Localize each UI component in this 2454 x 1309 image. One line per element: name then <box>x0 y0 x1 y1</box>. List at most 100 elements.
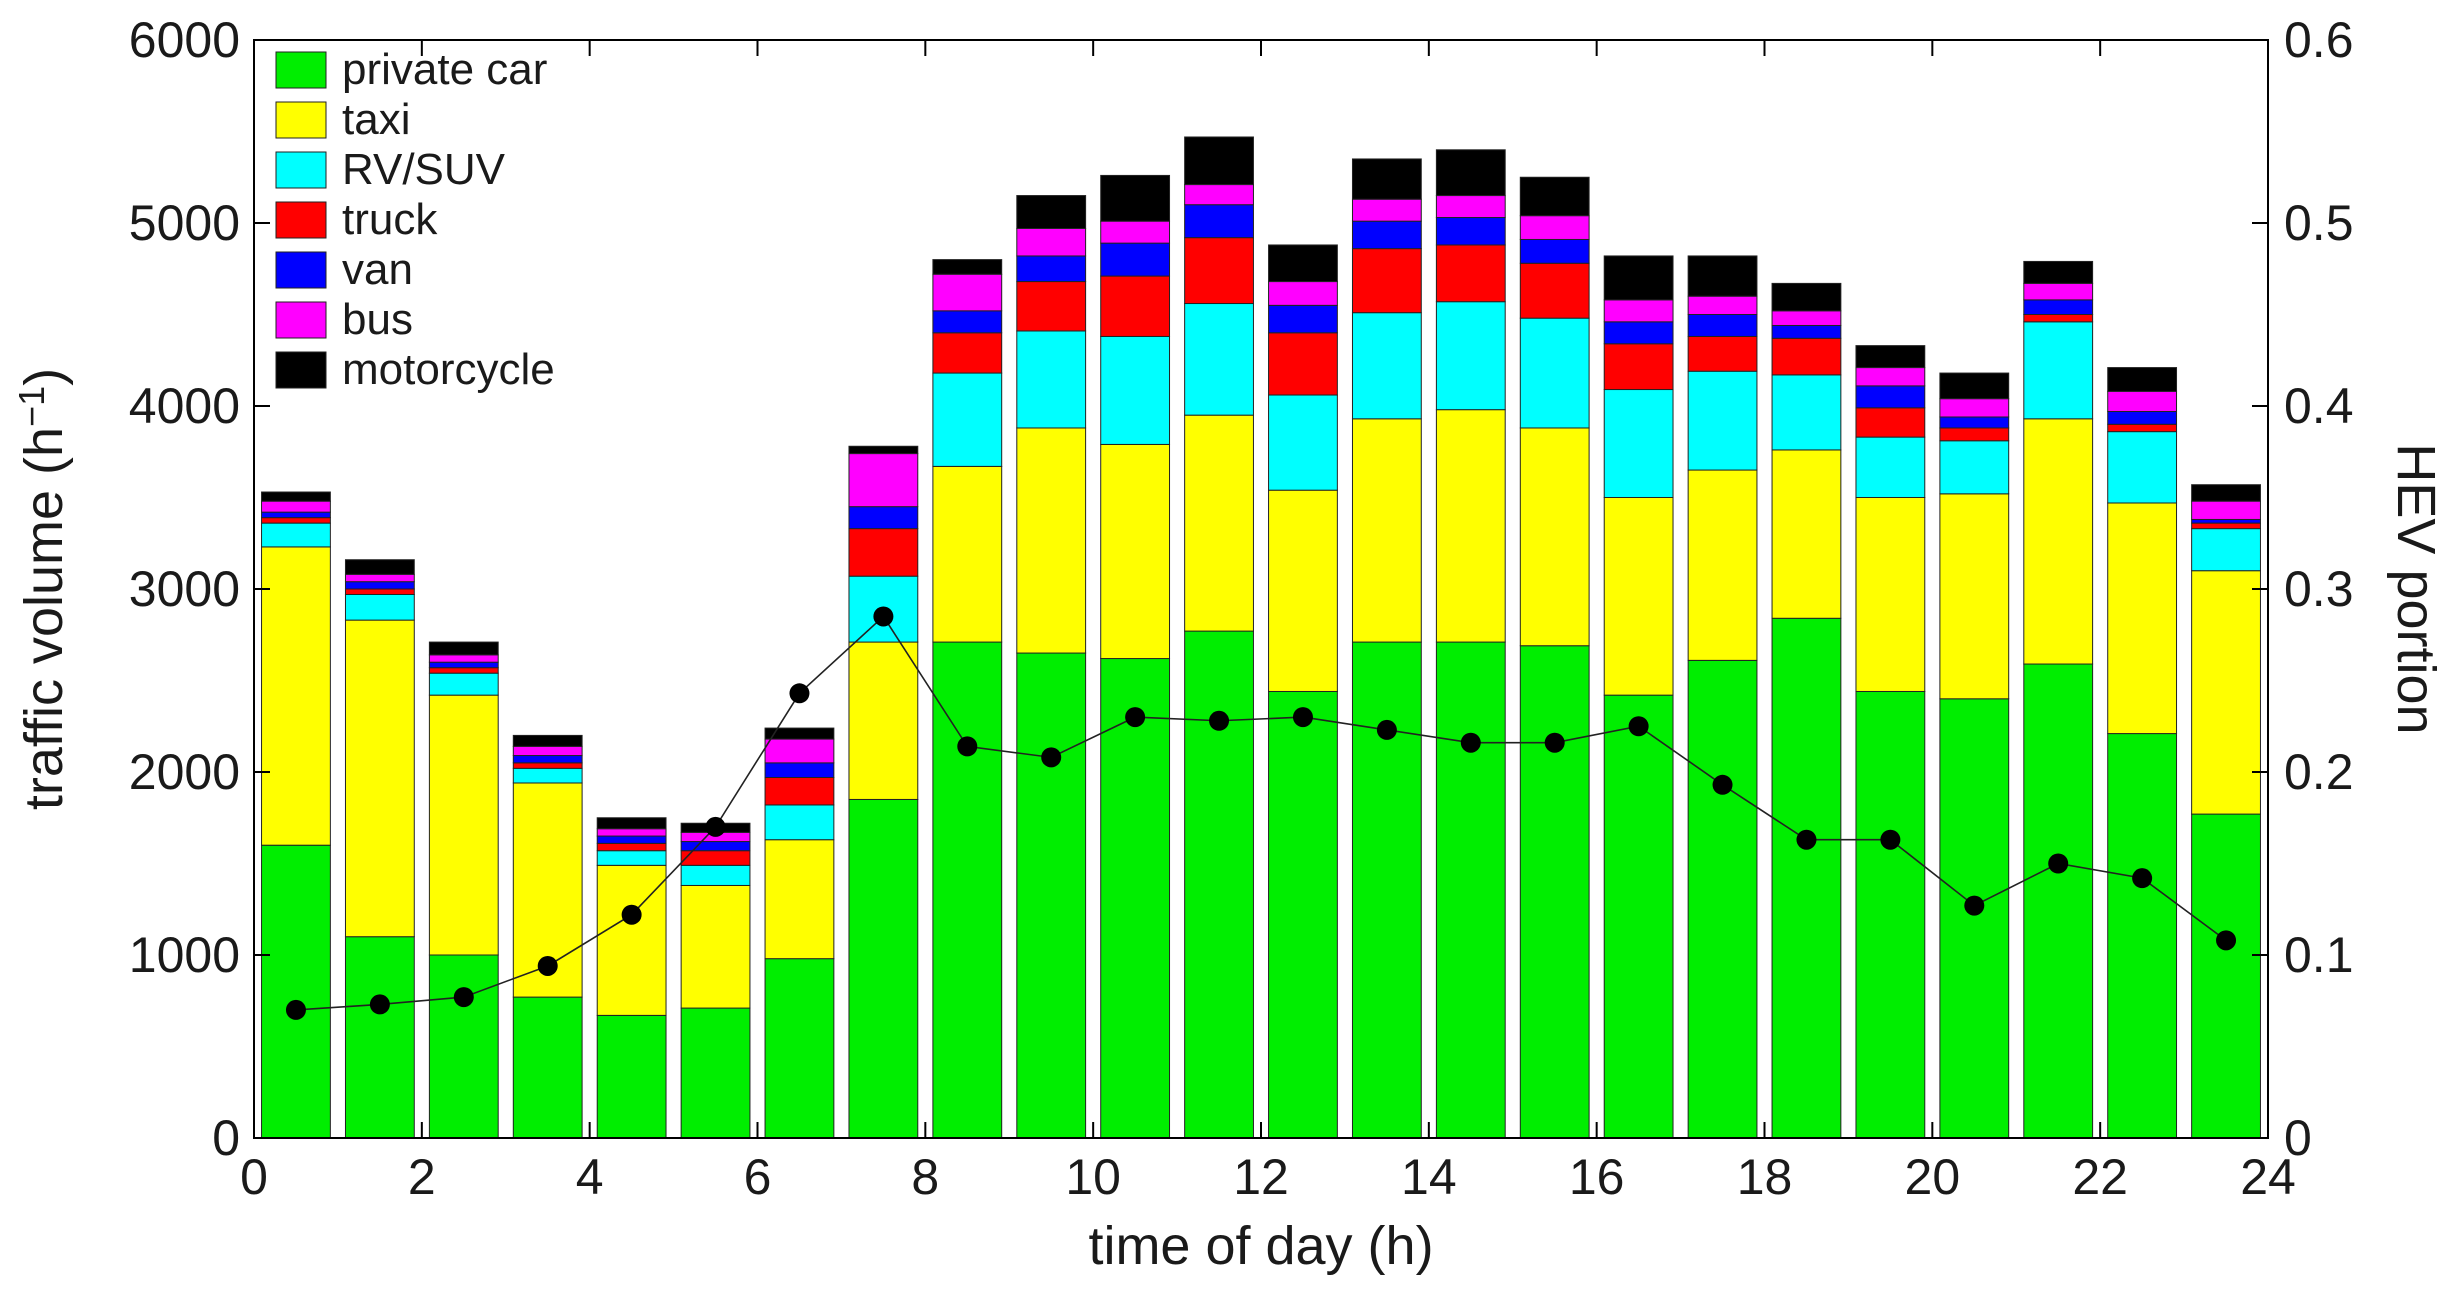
y-tick-label: 2000 <box>129 744 240 800</box>
y-axis-title: traffic volume (h−1) <box>11 368 74 810</box>
bar-segment-taxi <box>2107 502 2178 735</box>
bar-segment-bus <box>764 738 835 764</box>
bar-segment-motorcycle <box>1519 176 1590 217</box>
bar-segment-truck <box>1519 262 1590 319</box>
hev-point <box>957 736 978 757</box>
bar-segment-private-car <box>1184 630 1254 1139</box>
bar-segment-motorcycle <box>932 259 1003 275</box>
bar-segment-taxi <box>1603 497 1674 696</box>
bar-segment-taxi <box>1351 418 1422 643</box>
legend-swatch <box>275 51 327 89</box>
bar-segment-taxi <box>1268 489 1338 692</box>
legend-label: truck <box>342 195 438 244</box>
bar-segment-bus <box>1687 295 1758 316</box>
bar-segment-truck <box>1687 335 1758 372</box>
bar-segment-rv-suv <box>261 522 331 548</box>
bar-segment-motorcycle <box>1351 158 1422 200</box>
bar-segment-private-car <box>1855 690 1926 1139</box>
bar-segment-rv-suv <box>1016 330 1087 429</box>
bar-segment-motorcycle <box>1603 255 1674 301</box>
y2-axis-title: HEV portion <box>2386 443 2446 734</box>
bar-segment-taxi <box>1100 443 1171 660</box>
y2-tick-label: 0.6 <box>2284 12 2354 68</box>
bar-segment-rv-suv <box>764 804 835 841</box>
bar-segment-van <box>1435 217 1506 246</box>
bar-segment-bus <box>1351 198 1422 222</box>
bar-segment-van <box>764 762 835 778</box>
bar-segment-motorcycle <box>1771 282 1842 312</box>
legend-label: bus <box>342 295 413 344</box>
bar-segment-motorcycle <box>1100 174 1171 222</box>
hev-point <box>1712 774 1733 795</box>
bar-segment-rv-suv <box>1184 303 1254 416</box>
bar-segment-private-car <box>1351 641 1422 1139</box>
hev-point <box>1880 829 1901 850</box>
legend-label: private car <box>342 45 547 94</box>
bar-segment-bus <box>1100 220 1171 244</box>
bar-segment-bus <box>2107 390 2178 412</box>
y-tick-label: 4000 <box>129 378 240 434</box>
hev-point <box>1964 895 1985 916</box>
bar-segment-private-car <box>1435 641 1506 1139</box>
x-tick-label: 14 <box>1401 1149 1457 1205</box>
y-tick-label: 6000 <box>129 12 240 68</box>
hev-point <box>873 606 894 627</box>
bar-segment-private-car <box>1016 652 1087 1139</box>
bar-segment-private-car <box>1687 659 1758 1139</box>
x-tick-label: 16 <box>1569 1149 1625 1205</box>
bar-segment-truck <box>1184 237 1254 305</box>
x-tick-label: 2 <box>408 1149 436 1205</box>
x-tick-label: 8 <box>911 1149 939 1205</box>
bar-segment-truck <box>2191 522 2261 530</box>
hev-point <box>1125 707 1146 728</box>
bar-segment-van <box>596 835 667 844</box>
bar-segment-private-car <box>1603 694 1674 1139</box>
hev-point <box>789 683 810 704</box>
bar-segment-truck <box>1016 281 1087 332</box>
bar-segment-truck <box>344 588 415 595</box>
bar-segment-rv-suv <box>512 767 583 784</box>
bar-segment-motorcycle <box>2107 367 2178 392</box>
bar-segment-van <box>512 755 583 764</box>
bar-segment-truck <box>1268 332 1338 396</box>
bar-segment-van <box>1687 314 1758 337</box>
bar-segment-van <box>428 661 499 669</box>
bar-segment-bus <box>596 828 667 837</box>
bar-segment-truck <box>261 517 331 524</box>
y2-tick-label: 0.4 <box>2284 378 2354 434</box>
bar-segment-private-car <box>764 958 835 1139</box>
hev-point <box>1628 716 1649 737</box>
bar-segment-van <box>2107 410 2178 425</box>
legend-swatch <box>275 201 327 239</box>
hev-point <box>621 904 642 925</box>
y-axis-title-main: traffic volume (h <box>14 427 74 810</box>
bar-segment-truck <box>1435 244 1506 303</box>
legend-swatch <box>275 101 327 139</box>
bar-segment-bus <box>1855 367 1926 387</box>
bar-segment-motorcycle <box>344 559 415 575</box>
x-tick-label: 12 <box>1233 1149 1289 1205</box>
hev-point <box>1796 829 1817 850</box>
x-tick-label: 6 <box>744 1149 772 1205</box>
bar-segment-rv-suv <box>932 372 1003 467</box>
legend-swatch <box>275 301 327 339</box>
bar-segment-taxi <box>932 465 1003 643</box>
y2-tick-label: 0.1 <box>2284 927 2354 983</box>
legend: private cartaxiRV/SUVtruckvanbusmotorcyc… <box>275 45 555 394</box>
bar-segment-taxi <box>848 641 919 800</box>
bar-segment-motorcycle <box>2191 484 2261 502</box>
bar-segment-van <box>1184 204 1254 239</box>
bar-segment-rv-suv <box>428 672 499 696</box>
bar-segment-motorcycle <box>1435 149 1506 197</box>
bar-segment-motorcycle <box>596 817 667 830</box>
bar-segment-bus <box>1268 281 1338 306</box>
x-axis-title: time of day (h) <box>1088 1216 1433 1276</box>
hev-point <box>2132 868 2153 889</box>
bar-segment-truck <box>1855 407 1926 438</box>
bar-segment-van <box>848 506 919 530</box>
hev-point <box>1376 719 1397 740</box>
hev-point <box>1544 732 1565 753</box>
legend-label: taxi <box>342 95 410 144</box>
bar-segment-rv-suv <box>1100 335 1171 445</box>
